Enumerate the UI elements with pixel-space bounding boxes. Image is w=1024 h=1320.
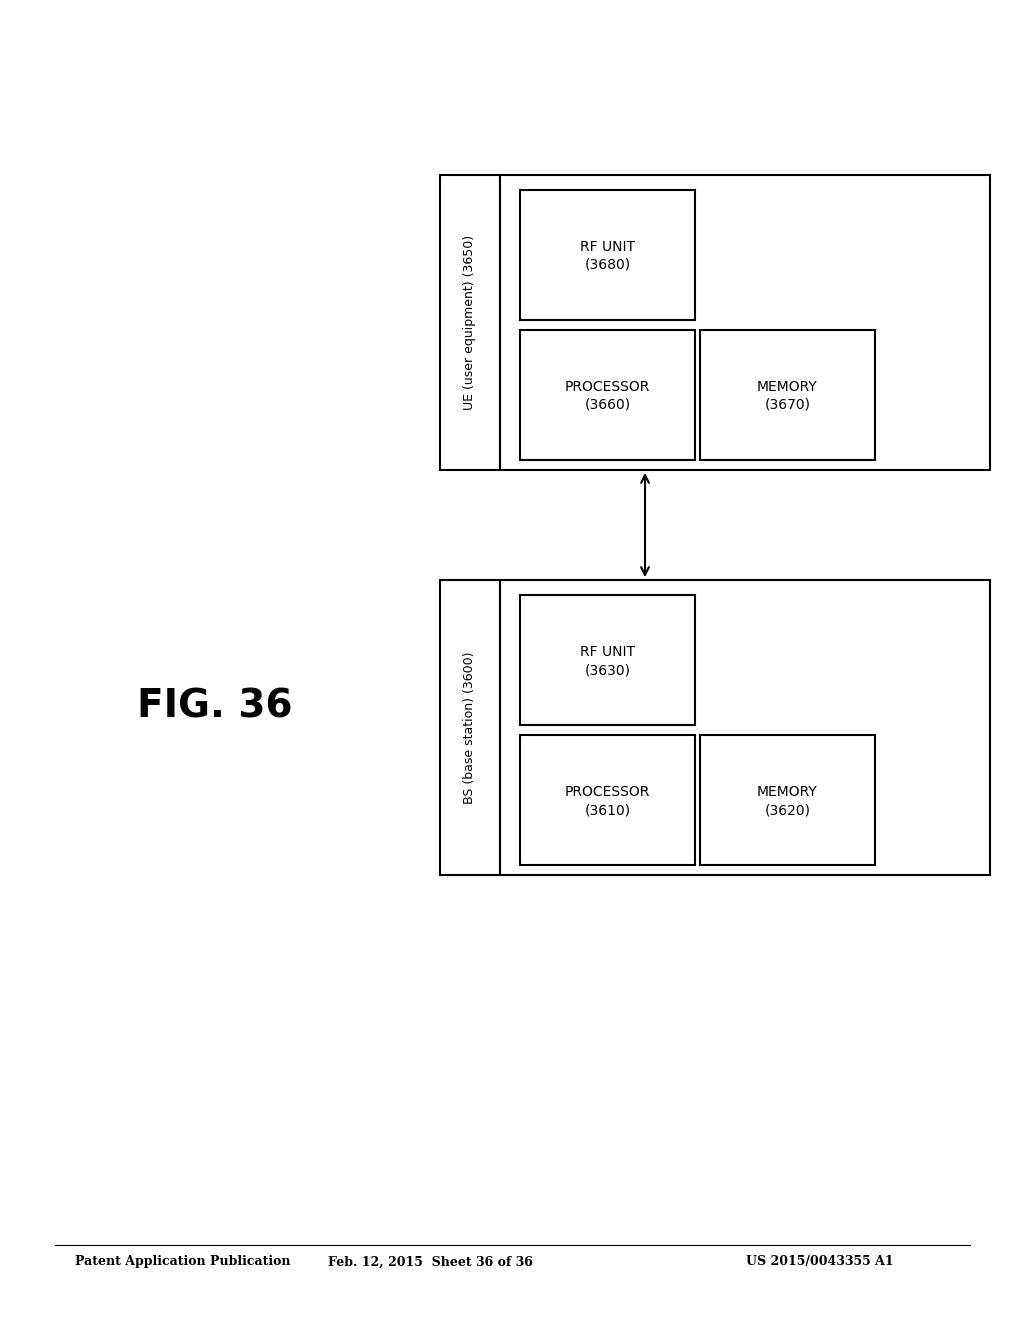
Bar xyxy=(520,735,695,865)
Bar xyxy=(500,579,990,875)
Text: Patent Application Publication: Patent Application Publication xyxy=(75,1255,291,1269)
Text: PROCESSOR: PROCESSOR xyxy=(565,785,650,799)
Bar xyxy=(700,330,874,459)
Text: RF UNIT: RF UNIT xyxy=(580,645,635,659)
Text: Feb. 12, 2015  Sheet 36 of 36: Feb. 12, 2015 Sheet 36 of 36 xyxy=(328,1255,532,1269)
Text: (3620): (3620) xyxy=(765,803,811,817)
Bar xyxy=(520,190,695,319)
Text: (3660): (3660) xyxy=(585,399,631,412)
Text: (3680): (3680) xyxy=(585,257,631,272)
Bar xyxy=(700,735,874,865)
Text: UE (user equipment) (3650): UE (user equipment) (3650) xyxy=(464,235,476,411)
Text: US 2015/0043355 A1: US 2015/0043355 A1 xyxy=(746,1255,894,1269)
Bar xyxy=(440,579,500,875)
Text: MEMORY: MEMORY xyxy=(757,785,818,799)
Text: BS (base station) (3600): BS (base station) (3600) xyxy=(464,651,476,804)
Text: (3630): (3630) xyxy=(585,663,631,677)
Text: (3610): (3610) xyxy=(585,803,631,817)
Bar xyxy=(520,595,695,725)
Text: FIG. 36: FIG. 36 xyxy=(137,688,293,725)
Text: (3670): (3670) xyxy=(765,399,811,412)
Text: MEMORY: MEMORY xyxy=(757,380,818,393)
Bar xyxy=(440,176,500,470)
Bar xyxy=(500,176,990,470)
Bar xyxy=(520,330,695,459)
Text: RF UNIT: RF UNIT xyxy=(580,240,635,253)
Text: PROCESSOR: PROCESSOR xyxy=(565,380,650,393)
